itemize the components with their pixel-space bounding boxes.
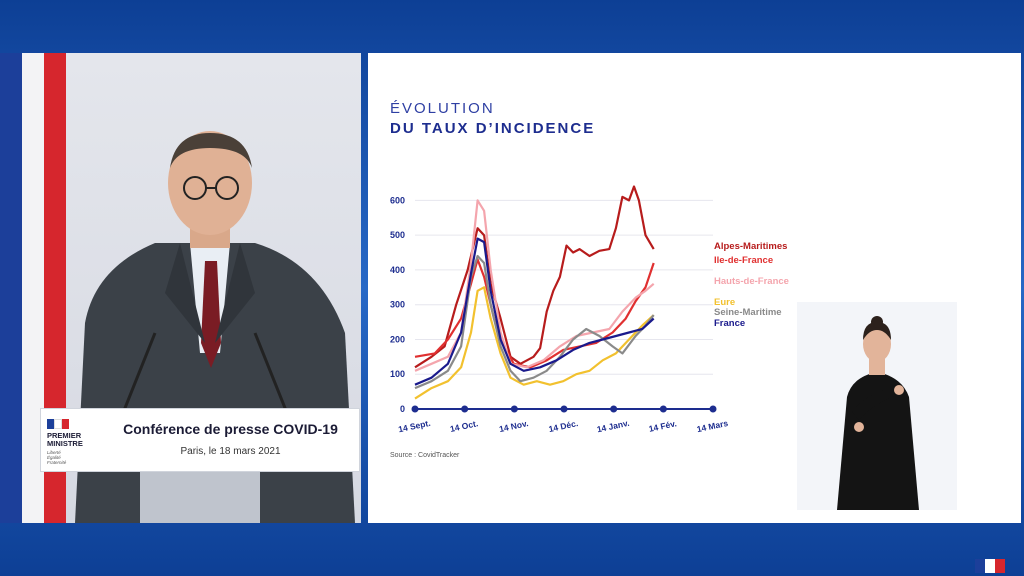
x-tick-label: 14 Fév. <box>648 418 678 434</box>
x-tick-dot <box>709 405 717 413</box>
legend-label: Seine-Maritime <box>714 307 782 318</box>
series-line-seine-maritime <box>414 254 655 390</box>
x-tick-label: 14 Oct. <box>449 418 479 434</box>
x-tick-label: 14 Janv. <box>596 418 630 435</box>
podium-title: Conférence de presse COVID-19 <box>123 421 338 437</box>
sign-language-interpreter <box>797 302 957 510</box>
podium-base <box>140 470 260 523</box>
y-tick-label: 600 <box>390 195 405 205</box>
y-tick-label: 0 <box>400 404 405 414</box>
legend-label: Ile-de-France <box>714 255 773 266</box>
speaker-video: PREMIER MINISTRE Liberté Égalité Fratern… <box>0 53 361 523</box>
y-tick-label: 400 <box>390 265 405 275</box>
french-flag <box>0 53 66 523</box>
x-tick-label: 14 Déc. <box>548 418 579 434</box>
y-tick-label: 300 <box>390 300 405 310</box>
logo-motto-3: Fraternité <box>47 460 67 465</box>
x-tick-dot <box>560 405 568 413</box>
series-line-alpes-maritimes <box>414 185 655 369</box>
incidence-chart: 0 100 200 300 400 500 600 14 Sept. 14 Oct. 14 Nov… <box>390 185 789 435</box>
x-tick-label: 14 Sept. <box>397 418 431 435</box>
legend-label: Eure <box>714 297 735 308</box>
podium: PREMIER MINISTRE Liberté Égalité Fratern… <box>40 408 360 472</box>
slide-title-line1: ÉVOLUTION <box>390 100 495 117</box>
chart-source: Source : CovidTracker <box>390 452 460 459</box>
series-line-france <box>414 237 655 386</box>
y-tick-label: 500 <box>390 230 405 240</box>
x-tick-label: 14 Mars <box>696 418 729 434</box>
y-tick-label: 200 <box>390 334 405 344</box>
interpreter-figure <box>837 316 919 510</box>
premier-ministre-logo: PREMIER MINISTRE Liberté Égalité Fratern… <box>47 419 99 465</box>
series-line-hauts-de-france <box>414 199 655 372</box>
logo-motto-1: Liberté <box>47 450 61 455</box>
podium-subtitle: Paris, le 18 mars 2021 <box>180 446 281 457</box>
slide-title-line2: DU TAUX D’INCIDENCE <box>390 120 596 137</box>
x-tick-dot <box>610 405 618 413</box>
bottom-flag-icon <box>975 559 1005 573</box>
y-tick-label: 100 <box>390 369 405 379</box>
legend-label: Alpes-Maritimes <box>714 241 787 252</box>
x-tick-dot <box>461 405 469 413</box>
x-tick-label: 14 Nov. <box>498 418 529 434</box>
logo-title-line1: PREMIER <box>47 431 82 440</box>
logo-title-line2: MINISTRE <box>47 439 83 448</box>
logo-motto-2: Égalité <box>47 455 61 460</box>
x-tick-dot <box>659 405 667 413</box>
x-tick-dot <box>510 405 518 413</box>
x-tick-dot <box>411 405 419 413</box>
legend-label: France <box>714 318 745 329</box>
legend-label: Hauts-de-France <box>714 276 789 287</box>
series-line-eure <box>414 286 655 400</box>
